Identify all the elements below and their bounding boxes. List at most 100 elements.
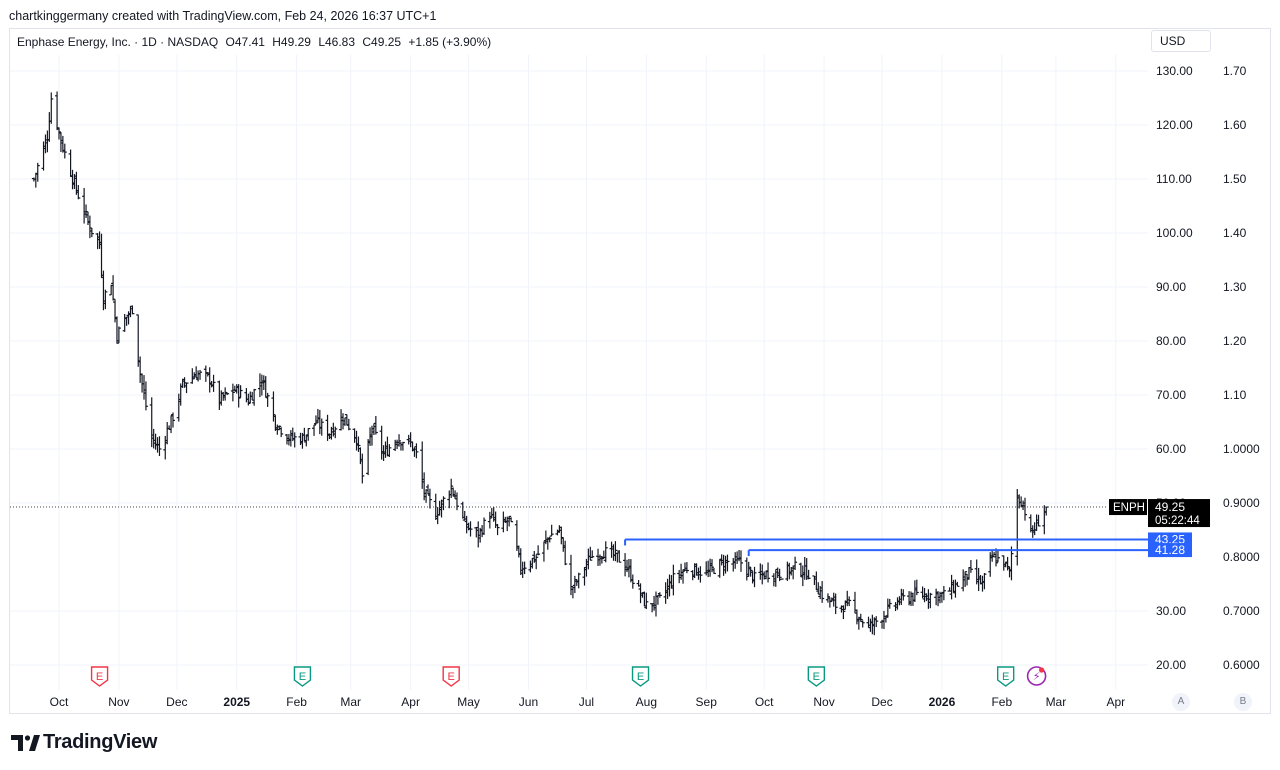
price-axis-label: 80.00 <box>1156 334 1186 348</box>
ohlc-bar <box>507 515 512 527</box>
ohlc-bar <box>914 579 919 596</box>
ohlc-high: H49.29 <box>272 35 311 49</box>
ohlc-bar <box>841 605 846 620</box>
ohlc-bar <box>657 592 662 598</box>
secondary-axis-label: 1.10 <box>1223 388 1247 402</box>
secondary-axis-label: 0.9000 <box>1223 496 1260 510</box>
event-letter: E <box>813 671 820 683</box>
ohlc-bar <box>236 384 241 408</box>
ohlc-bar <box>319 418 324 436</box>
dividend-event-icon[interactable]: E <box>293 666 312 687</box>
ohlc-bar <box>265 392 270 407</box>
time-axis-label: Mar <box>340 695 361 709</box>
level-price-label: 41.28 <box>1155 543 1185 557</box>
ohlc-bar <box>955 581 960 587</box>
flash-event-icon[interactable]: ⚡ <box>1026 666 1047 686</box>
time-axis-label: Nov <box>813 695 834 709</box>
event-letter: E <box>299 671 306 683</box>
ohlc-bar <box>277 425 282 431</box>
dividend-event-icon[interactable]: E <box>807 666 826 687</box>
ohlc-bar <box>360 453 365 484</box>
grid-lines <box>10 55 1148 690</box>
ohlc-bar <box>414 443 419 459</box>
time-axis-label: Apr <box>401 695 420 709</box>
ohlc-bar <box>356 436 361 452</box>
event-shield <box>293 666 312 687</box>
tradingview-mark-icon <box>11 733 41 753</box>
ohlc-bar <box>793 556 798 571</box>
ohlc-bar <box>89 227 94 238</box>
ohlc-bar <box>495 523 500 536</box>
ohlc-bar <box>547 536 552 543</box>
ohlc-bar <box>766 562 771 583</box>
time-axis-label: Dec <box>166 695 187 709</box>
ohlc-bar <box>541 541 546 562</box>
symbol-tag-label: ENPH <box>1113 502 1145 514</box>
time-axis-label: Jun <box>519 695 538 709</box>
secondary-axis-label: 0.6000 <box>1223 658 1260 672</box>
secondary-axis-label: 1.20 <box>1223 334 1247 348</box>
secondary-axis-label: 1.60 <box>1223 118 1247 132</box>
ohlc-bar <box>207 367 212 393</box>
ohlc-bar <box>820 581 825 603</box>
ohlc-bar <box>536 545 541 556</box>
time-axis-label: Nov <box>108 695 129 709</box>
event-shield <box>996 666 1015 687</box>
ohlc-change: +1.85 (+3.90%) <box>408 35 492 49</box>
ohlc-bar <box>184 382 189 394</box>
ohlc-bar <box>487 511 492 529</box>
time-axis-label: 2026 <box>929 695 956 709</box>
time-axis-label: Apr <box>1106 695 1125 709</box>
bar-countdown: 05:22:44 <box>1155 515 1200 527</box>
ohlc-bar <box>994 548 999 567</box>
symbol-legend[interactable]: Enphase Energy, Inc. · 1D · NASDAQ O47.4… <box>17 35 495 49</box>
ohlc-bar <box>576 572 581 589</box>
ohlc-bar <box>454 492 459 511</box>
ohlc-bar <box>246 393 251 406</box>
ohlc-bar <box>725 554 730 572</box>
ohlc-bar <box>588 546 593 561</box>
dividend-event-icon[interactable]: E <box>996 666 1015 687</box>
ohlc-bar <box>603 541 608 563</box>
dividend-event-icon[interactable]: E <box>631 666 650 687</box>
ohlc-bar <box>427 488 432 509</box>
level-price-badge <box>1148 543 1192 558</box>
ohlc-bar <box>116 326 121 344</box>
ohlc-bar <box>225 392 230 396</box>
tradingview-logo[interactable]: TradingView <box>11 731 157 754</box>
price-axis-label: 70.00 <box>1156 388 1186 402</box>
currency-selector[interactable]: USD <box>1151 30 1211 52</box>
ohlc-bar <box>806 569 811 580</box>
ohlc-bar <box>968 559 973 573</box>
price-axis-label: 130.00 <box>1156 64 1193 78</box>
ohlc-bar <box>468 521 473 537</box>
secondary-axis-label: 1.70 <box>1223 64 1247 78</box>
earnings-event-icon[interactable]: E <box>442 666 460 687</box>
last-price-badge <box>1148 499 1210 528</box>
earnings-event-icon[interactable]: E <box>90 666 109 687</box>
secondary-axis-label: 1.0000 <box>1223 442 1260 456</box>
time-axis-label: Oct <box>50 695 69 709</box>
last-price-value: 49.25 <box>1155 500 1185 514</box>
symbol-name[interactable]: Enphase Energy, Inc. · 1D · NASDAQ <box>17 35 219 49</box>
flash-dot <box>1038 667 1045 673</box>
secondary-scale-toggle[interactable]: B <box>1234 693 1252 711</box>
ohlc-bar <box>860 620 865 628</box>
ohlc-bar <box>373 416 378 435</box>
ohlc-bar <box>684 562 689 574</box>
event-shield <box>442 666 460 687</box>
ohlc-bar <box>1036 514 1041 527</box>
ohlc-bar <box>941 585 946 601</box>
ohlc-bar <box>230 383 235 402</box>
ohlc-bar <box>292 432 297 448</box>
event-letter: E <box>96 671 103 683</box>
ohlc-bar <box>928 592 933 609</box>
ohlc-bar <box>901 589 906 601</box>
ohlc-bar <box>1044 506 1049 516</box>
ohlc-low: L46.83 <box>318 35 356 49</box>
ohlc-bar <box>35 162 40 182</box>
time-axis-label: Oct <box>755 695 774 709</box>
time-axis-label: Feb <box>286 695 307 709</box>
auto-scale-toggle[interactable]: A <box>1172 693 1190 711</box>
